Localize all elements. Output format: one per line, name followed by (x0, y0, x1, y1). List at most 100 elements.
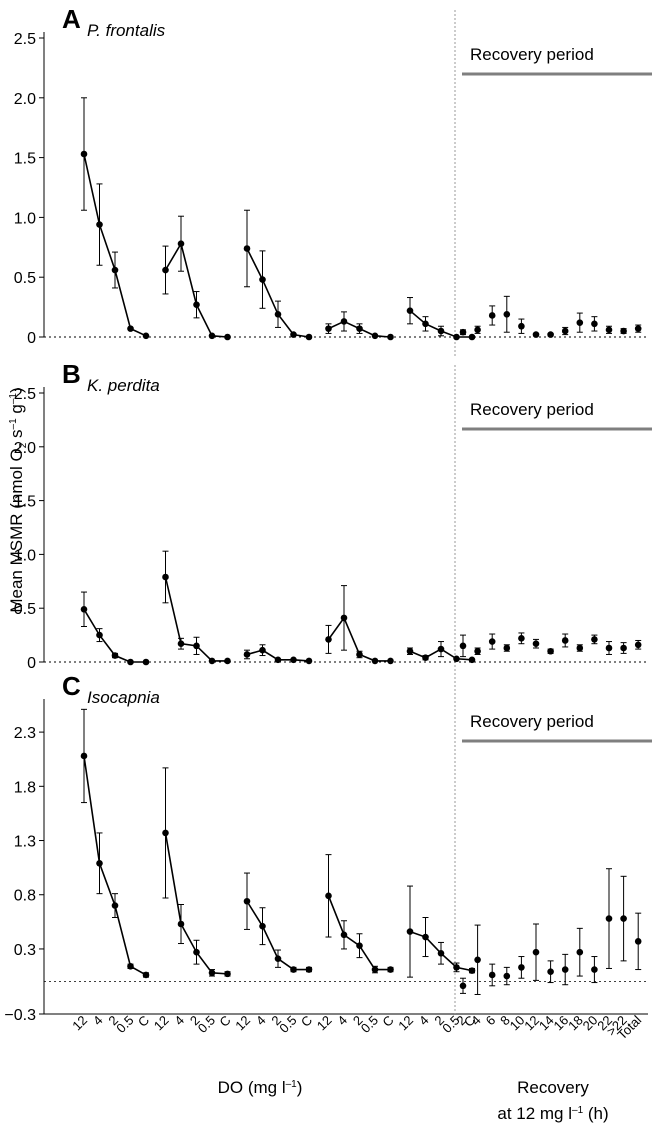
data-point (406, 928, 414, 935)
data-point (243, 245, 251, 252)
data-point (208, 969, 216, 977)
data-point (259, 276, 266, 283)
y-tick-label: 1.0 (14, 547, 36, 564)
data-point (111, 652, 119, 659)
y-tick-label: 2.3 (14, 725, 36, 742)
data-point (453, 333, 460, 341)
x-axis-label-recovery: Recovery (517, 1078, 589, 1097)
panel-letter: A (62, 4, 81, 34)
y-tick-label: 1.3 (14, 834, 36, 851)
data-point (193, 301, 200, 309)
data-point (620, 327, 627, 335)
y-tick-label: −0.3 (4, 1007, 36, 1024)
data-point (96, 221, 103, 228)
x-tick-label: 0.5 (358, 1013, 381, 1036)
data-point (111, 266, 119, 274)
data-point (453, 655, 460, 663)
data-point (274, 955, 282, 963)
data-point (634, 938, 642, 945)
data-point (591, 966, 598, 973)
data-point (474, 647, 481, 655)
data-point (290, 966, 297, 973)
data-point (488, 971, 496, 979)
x-tick-label: 0.5 (113, 1013, 136, 1036)
data-point (474, 956, 481, 964)
data-point (453, 964, 460, 971)
series-group-4 (325, 311, 394, 341)
data-point (437, 327, 445, 335)
data-point (340, 931, 348, 939)
y-tick-label: 0.8 (14, 888, 36, 905)
y-tick-label: 1.8 (14, 779, 36, 796)
x-tick-label: 4 (90, 1013, 106, 1029)
series-group-1 (80, 708, 150, 979)
data-point (177, 640, 185, 648)
data-point (96, 631, 103, 639)
y-tick-label: 0 (27, 330, 36, 347)
data-point (518, 322, 525, 330)
recovery-series (459, 632, 642, 658)
data-point (290, 656, 297, 664)
data-point (325, 325, 332, 332)
data-point (576, 644, 584, 652)
data-point (259, 646, 266, 654)
series-group-4 (325, 585, 394, 665)
data-point (406, 647, 414, 655)
series-group-3 (243, 644, 313, 665)
data-point (387, 966, 394, 973)
x-tick-label: C (298, 1013, 315, 1030)
data-point (259, 922, 266, 930)
data-point (503, 644, 511, 652)
data-point (406, 307, 414, 314)
data-point (605, 326, 613, 334)
data-point (127, 962, 134, 970)
y-tick-label: 1.0 (14, 210, 36, 227)
data-point (305, 657, 313, 665)
data-point (532, 948, 540, 956)
data-point (503, 972, 511, 980)
panel-letter: B (62, 359, 81, 389)
data-point (127, 325, 134, 332)
x-tick-label: 12 (69, 1013, 90, 1034)
x-tick-label: 12 (232, 1013, 253, 1034)
data-point (561, 327, 569, 335)
series-group-3 (243, 209, 313, 341)
recovery-series (459, 868, 642, 995)
data-point (387, 333, 394, 341)
data-point (437, 949, 445, 957)
x-tick-label: 6 (483, 1013, 499, 1029)
series-group-5 (406, 641, 476, 664)
x-axis-label-do: DO (mg l–1) (218, 1078, 303, 1097)
x-tick-label: C (379, 1013, 396, 1030)
data-point (503, 310, 511, 318)
series-group-3 (243, 872, 313, 973)
data-point (243, 897, 251, 905)
x-tick-label: 12 (395, 1013, 416, 1034)
data-point (422, 933, 429, 941)
data-point (459, 328, 467, 336)
data-point (620, 915, 627, 922)
data-point (340, 318, 348, 325)
x-tick-label: 4 (253, 1013, 269, 1029)
data-point (468, 967, 476, 974)
panel-title: Isocapnia (87, 688, 160, 707)
data-point (591, 320, 598, 328)
data-point (142, 658, 150, 666)
data-point (387, 657, 394, 665)
y-axis-label: Mean MSMR (nmol O2 s–1 g–1) (7, 387, 29, 612)
y-tick-label: 0.5 (14, 270, 36, 287)
data-point (305, 333, 313, 341)
data-point (422, 320, 429, 328)
data-point (325, 892, 332, 900)
data-point (224, 333, 231, 341)
x-tick-label: 4 (171, 1013, 187, 1029)
panel-title: K. perdita (87, 376, 160, 395)
y-tick-label: 0 (27, 655, 36, 672)
data-point (547, 331, 554, 338)
data-point (177, 240, 185, 248)
data-point (162, 573, 169, 581)
x-tick-label: C (135, 1013, 152, 1030)
data-point (371, 657, 379, 665)
x-tick-label: 12 (314, 1013, 335, 1034)
series-group-2 (162, 767, 231, 978)
